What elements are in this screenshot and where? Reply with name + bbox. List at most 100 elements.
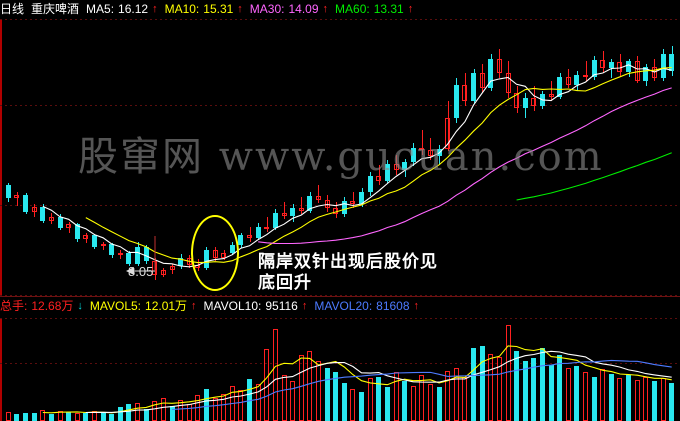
candle-body: [488, 58, 493, 89]
candle-body: [462, 84, 467, 101]
volume-bar: [307, 350, 312, 421]
volume-bar: [152, 401, 157, 421]
volume-bar: [66, 411, 71, 421]
candle-body: [540, 94, 545, 106]
mavol20-trend-up-icon: ↑: [413, 300, 420, 312]
panel-separator: [0, 296, 680, 297]
volume-bar: [23, 412, 28, 421]
volume-bar: [135, 402, 140, 421]
candle-wick: [284, 202, 285, 220]
price-gridline: [0, 205, 680, 206]
candle-body: [282, 213, 287, 216]
site-watermark: 股窜网 www.gucuan.com: [78, 134, 604, 180]
price-gridline: [0, 105, 680, 106]
candle-body: [523, 98, 528, 109]
volume-bar: [204, 388, 209, 421]
candle-body: [126, 252, 131, 264]
volume-bar: [471, 347, 476, 421]
candle-body: [557, 77, 562, 97]
ma60-label: MA60:: [335, 2, 370, 16]
candle-body: [178, 257, 183, 267]
candle-body: [626, 61, 631, 73]
ma30-label: MA30:: [249, 2, 285, 16]
site-watermark-url: www.gucuan.com: [218, 134, 604, 180]
volume-bar: [230, 385, 235, 421]
candle-body: [506, 73, 511, 94]
volume-bar: [376, 376, 381, 421]
mavol10-value: 95116: [265, 299, 298, 313]
volume-bar: [290, 381, 295, 421]
volume-chart-panel[interactable]: 股诛吧: [0, 318, 680, 421]
pattern-annotation-text: 隔岸双针出现后股价见 底回升: [258, 252, 438, 293]
volume-bar: [213, 398, 218, 421]
candle-wick: [603, 51, 604, 74]
ma5-trend-up-icon: ↑: [152, 3, 158, 15]
candle-body: [531, 98, 536, 106]
candle-body: [661, 53, 666, 79]
volume-bar: [221, 393, 226, 421]
mavol10-label: MAVOL10:: [203, 299, 262, 313]
volume-bar: [488, 353, 493, 421]
candle-body: [574, 74, 579, 85]
volume-bar: [333, 372, 338, 421]
ma10-value: 15.31: [203, 2, 234, 16]
mavol20-label: MAVOL20:: [314, 299, 373, 313]
candle-body: [238, 235, 243, 246]
volume-bar: [480, 346, 485, 421]
volume-gridline: [0, 318, 680, 319]
volume-bar: [350, 388, 355, 421]
volume-bar: [600, 369, 605, 421]
ma30-value: 14.09: [288, 2, 319, 16]
candle-wick: [34, 204, 35, 217]
candle-body: [609, 62, 614, 69]
candle-body: [58, 216, 63, 228]
volume-bar: [109, 414, 114, 421]
candle-body: [170, 266, 175, 270]
candle-body: [600, 59, 605, 69]
volume-bar: [49, 413, 54, 421]
volume-bar: [557, 355, 562, 421]
candle-body: [583, 74, 588, 78]
total-volume-label: 总手:: [0, 299, 28, 313]
candle-body: [118, 252, 123, 256]
volume-bar: [161, 398, 166, 421]
period-label[interactable]: 日线: [0, 2, 25, 16]
candle-body: [273, 213, 278, 228]
candle-wick: [318, 184, 319, 204]
candle-wick: [250, 226, 251, 242]
candle-body: [23, 194, 28, 212]
volume-bar: [635, 379, 640, 421]
volume-bar: [454, 367, 459, 421]
candle-body: [256, 226, 261, 238]
site-watermark-cn: 股窜网: [78, 134, 204, 180]
mavol5-value: 12.01万: [145, 299, 188, 313]
volume-bar: [40, 410, 45, 421]
volume-bar: [437, 387, 442, 421]
volume-bar: [187, 404, 192, 421]
volume-bar: [428, 384, 433, 421]
candle-body: [592, 59, 597, 78]
candle-body: [6, 184, 11, 199]
volume-bar: [368, 378, 373, 421]
candle-body: [325, 199, 330, 209]
volume-bar: [462, 376, 467, 421]
volume-bar: [247, 379, 252, 421]
volume-bar: [75, 412, 80, 421]
volume-bar: [316, 361, 321, 421]
volume-bar: [195, 395, 200, 421]
volume-bar: [419, 375, 424, 421]
candle-body: [566, 77, 571, 85]
volume-bar: [566, 367, 571, 421]
candle-body: [299, 208, 304, 211]
ma5-value: 16.12: [118, 2, 149, 16]
volume-bar: [540, 347, 545, 421]
candle-body: [471, 73, 476, 101]
candle-body: [109, 244, 114, 256]
mavol20-value: 81608: [376, 299, 410, 313]
volume-bar: [617, 378, 622, 421]
volume-bar: [626, 375, 631, 421]
candle-body: [135, 246, 140, 264]
candle-body: [617, 62, 622, 73]
volume-bar: [32, 413, 37, 421]
stock-name-label[interactable]: 重庆啤酒: [31, 2, 80, 16]
